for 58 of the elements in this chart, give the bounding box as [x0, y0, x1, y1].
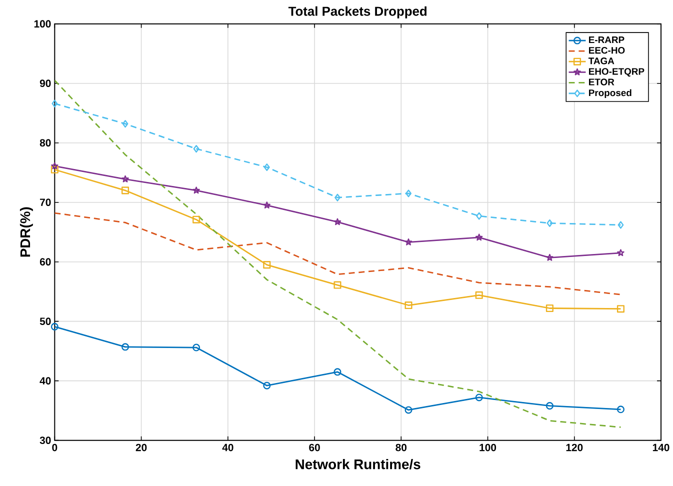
point [52, 100, 58, 108]
point [334, 368, 342, 376]
point [192, 344, 200, 352]
y-tick-label: 40 [40, 377, 51, 385]
point [475, 291, 483, 299]
legend-label: ETOR [589, 78, 614, 86]
point [404, 301, 412, 310]
legend-label: E-RARP [589, 36, 624, 44]
point [334, 218, 342, 226]
legend-label: Proposed [589, 89, 632, 98]
x-axis-title: Network Runtime/s [296, 458, 420, 470]
x-tick-label: 120 [566, 444, 583, 452]
y-tick-label: 100 [34, 20, 51, 28]
point [192, 216, 200, 224]
y-tick-label: 80 [40, 139, 51, 147]
point [616, 305, 624, 313]
point [404, 406, 412, 414]
point [122, 343, 130, 351]
x-tick-label: 80 [396, 444, 407, 452]
y-tick-label: 70 [40, 198, 51, 206]
point [122, 175, 129, 182]
legend-label: TAGA [588, 58, 614, 64]
legend-label: EEC-HO [589, 46, 625, 54]
point [475, 394, 483, 402]
x-tick-label: 100 [480, 444, 496, 452]
point [50, 166, 58, 174]
point [122, 120, 128, 128]
x-tick-label: 20 [136, 444, 147, 452]
point [334, 281, 342, 289]
point [193, 145, 200, 153]
point [263, 261, 271, 269]
y-tick-label: 60 [40, 258, 51, 266]
y-tick-label: 50 [40, 318, 51, 326]
x-tick-label: 140 [652, 444, 670, 452]
point [263, 202, 270, 208]
point [476, 212, 482, 220]
chart-title: Total Packets Dropped [288, 6, 426, 18]
legend-label: EHO-ETQRP [589, 68, 644, 77]
y-tick-label: 30 [40, 436, 51, 444]
point [546, 219, 553, 227]
x-tick-label: 0 [52, 444, 58, 452]
point [122, 186, 130, 194]
point [475, 234, 483, 241]
point [546, 402, 554, 410]
point [264, 163, 270, 171]
x-tick-label: 60 [309, 444, 320, 452]
point [404, 238, 412, 246]
y-tick-label: 90 [40, 80, 51, 88]
point [192, 186, 200, 194]
x-tick-label: 40 [222, 444, 234, 452]
point [618, 221, 624, 229]
point [546, 254, 554, 261]
point [263, 382, 271, 390]
point [546, 304, 554, 312]
y-axis-title: PDR(%) [20, 207, 33, 257]
line-series [54, 212, 622, 296]
point [334, 194, 340, 202]
point [406, 190, 412, 198]
